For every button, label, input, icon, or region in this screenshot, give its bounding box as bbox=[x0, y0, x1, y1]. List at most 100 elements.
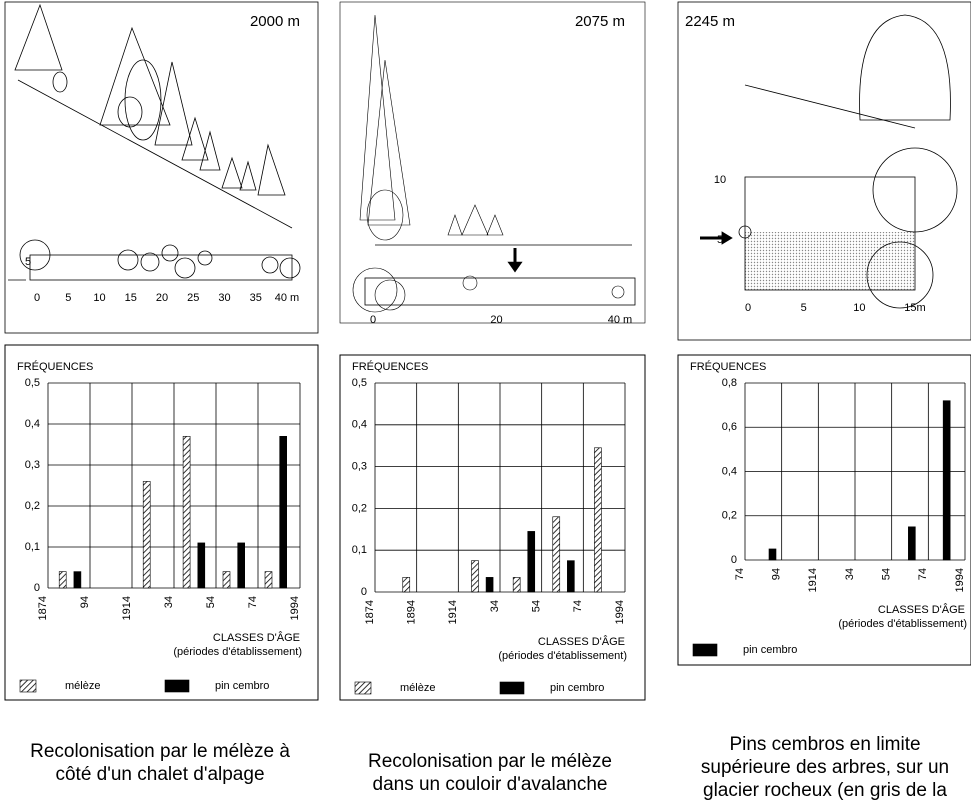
x-tick-label: 1874 bbox=[364, 600, 376, 624]
position-tick-label: 0 bbox=[34, 292, 40, 304]
y-axis-label: FRÉQUENCES bbox=[17, 360, 93, 373]
bar bbox=[223, 572, 230, 588]
bar bbox=[513, 577, 520, 592]
x-tick-label: 54 bbox=[531, 600, 543, 612]
figure: 2000 m 0 5 10 15 20 25 30 35 40 m 5 2075 m 0 20 40 m 22… bbox=[0, 0, 971, 803]
caption: côté d'un chalet d'alpage bbox=[55, 764, 264, 785]
bar bbox=[908, 527, 915, 560]
y-tick-label: 0,1 bbox=[352, 544, 367, 556]
legend-swatch bbox=[355, 682, 371, 694]
x-tick-label: 74 bbox=[734, 568, 746, 580]
x-tick-label: 1994 bbox=[614, 600, 626, 624]
y-tick-label: 0,2 bbox=[352, 502, 367, 514]
x-tick-label: 54 bbox=[205, 596, 217, 608]
position-tick-label: 35 bbox=[250, 292, 262, 304]
position-tick-label: 20 bbox=[156, 292, 168, 304]
y-tick-label: 0 bbox=[34, 582, 40, 594]
y-tick-label: 0 bbox=[361, 586, 367, 598]
x-tick-label: 1914 bbox=[807, 568, 819, 592]
y-tick-label: 0,4 bbox=[25, 418, 40, 430]
position-tick-label: 15m bbox=[904, 302, 925, 314]
x-axis-sublabel: (périodes d'établissement) bbox=[498, 650, 627, 662]
legend-swatch bbox=[165, 680, 189, 692]
bar bbox=[198, 543, 205, 588]
position-tick-label: 30 bbox=[218, 292, 230, 304]
position-tick-label: 0 bbox=[745, 302, 751, 314]
x-tick-label: 74 bbox=[247, 596, 259, 608]
position-tick-label: 5 bbox=[801, 302, 807, 314]
bar bbox=[943, 401, 950, 560]
x-axis-sublabel: (périodes d'établissement) bbox=[173, 646, 302, 658]
y-tick-label: 0,4 bbox=[722, 465, 737, 477]
bar bbox=[74, 572, 81, 588]
x-tick-label: 34 bbox=[489, 600, 501, 612]
x-tick-label: 1894 bbox=[406, 600, 418, 624]
site-diagram bbox=[5, 2, 318, 333]
x-tick-label: 74 bbox=[572, 600, 584, 612]
position-tick-label: 0 bbox=[370, 314, 376, 326]
position-tick-label: 10 bbox=[853, 302, 865, 314]
x-tick-label: 74 bbox=[917, 568, 929, 580]
site-diagram bbox=[678, 2, 971, 340]
y-axis-label: FRÉQUENCES bbox=[690, 360, 766, 373]
y-tick-label: 0,4 bbox=[352, 419, 367, 431]
x-tick-label: 94 bbox=[771, 568, 783, 580]
legend-label: pin cembro bbox=[550, 682, 604, 694]
bar bbox=[59, 572, 66, 588]
position-tick-label: 5 bbox=[65, 292, 71, 304]
legend-label: mélèze bbox=[65, 680, 100, 692]
position-tick-label: 25 bbox=[187, 292, 199, 304]
legend-swatch bbox=[20, 680, 36, 692]
position-tick-label: 10 bbox=[93, 292, 105, 304]
y-tick-label: 0,8 bbox=[722, 377, 737, 389]
bar bbox=[567, 561, 574, 592]
x-axis-label: CLASSES D'ÂGE bbox=[213, 631, 300, 644]
caption: Recolonisation par le mélèze bbox=[368, 751, 612, 772]
site-diagram bbox=[340, 2, 645, 323]
caption: glacier rocheux (en gris de la bbox=[703, 780, 947, 801]
y-tick-label: 0,5 bbox=[25, 377, 40, 389]
bar bbox=[265, 572, 272, 588]
legend-swatch bbox=[693, 644, 717, 656]
x-tick-label: 1914 bbox=[121, 596, 133, 620]
x-axis-label: CLASSES D'ÂGE bbox=[878, 603, 965, 616]
x-tick-label: 34 bbox=[163, 596, 175, 608]
legend-swatch bbox=[500, 682, 524, 694]
x-axis-label: CLASSES D'ÂGE bbox=[538, 635, 625, 648]
position-tick-label: 20 bbox=[490, 314, 502, 326]
elevation-label: 2000 m bbox=[250, 13, 300, 30]
legend-label: pin cembro bbox=[215, 680, 269, 692]
x-tick-label: 1994 bbox=[954, 568, 966, 592]
x-axis-sublabel: (périodes d'établissement) bbox=[838, 618, 967, 630]
legend-label: mélèze bbox=[400, 682, 435, 694]
bar bbox=[183, 436, 190, 588]
x-tick-label: 34 bbox=[844, 568, 856, 580]
caption: Pins cembros en limite bbox=[729, 734, 920, 755]
legend-label: pin cembro bbox=[743, 644, 797, 656]
elevation-label: 2075 m bbox=[575, 13, 625, 30]
x-tick-label: 94 bbox=[79, 596, 91, 608]
x-tick-label: 1874 bbox=[37, 596, 49, 620]
bar bbox=[553, 517, 560, 592]
bar bbox=[280, 436, 287, 588]
y-tick-label: 0,5 bbox=[352, 377, 367, 389]
y-tick-label: 0,2 bbox=[25, 500, 40, 512]
position-tick-label: 40 m bbox=[608, 314, 632, 326]
elevation-label: 2245 m bbox=[685, 13, 735, 30]
bar bbox=[472, 561, 479, 592]
position-tick-label: 5 bbox=[25, 256, 31, 268]
y-tick-label: 0 bbox=[731, 554, 737, 566]
caption: dans un couloir d'avalanche bbox=[373, 774, 608, 795]
caption: supérieure des arbres, sur un bbox=[701, 757, 949, 778]
bar bbox=[486, 577, 493, 592]
bar bbox=[403, 577, 410, 592]
position-tick-label: 40 m bbox=[275, 292, 299, 304]
bar bbox=[528, 531, 535, 592]
bar bbox=[769, 549, 776, 560]
y-axis-label: FRÉQUENCES bbox=[352, 360, 428, 373]
bar bbox=[143, 481, 150, 588]
y-tick-label: 0,1 bbox=[25, 541, 40, 553]
position-tick-label: 15 bbox=[125, 292, 137, 304]
position-tick-label: 5 bbox=[717, 234, 723, 246]
y-tick-label: 0,2 bbox=[722, 510, 737, 522]
